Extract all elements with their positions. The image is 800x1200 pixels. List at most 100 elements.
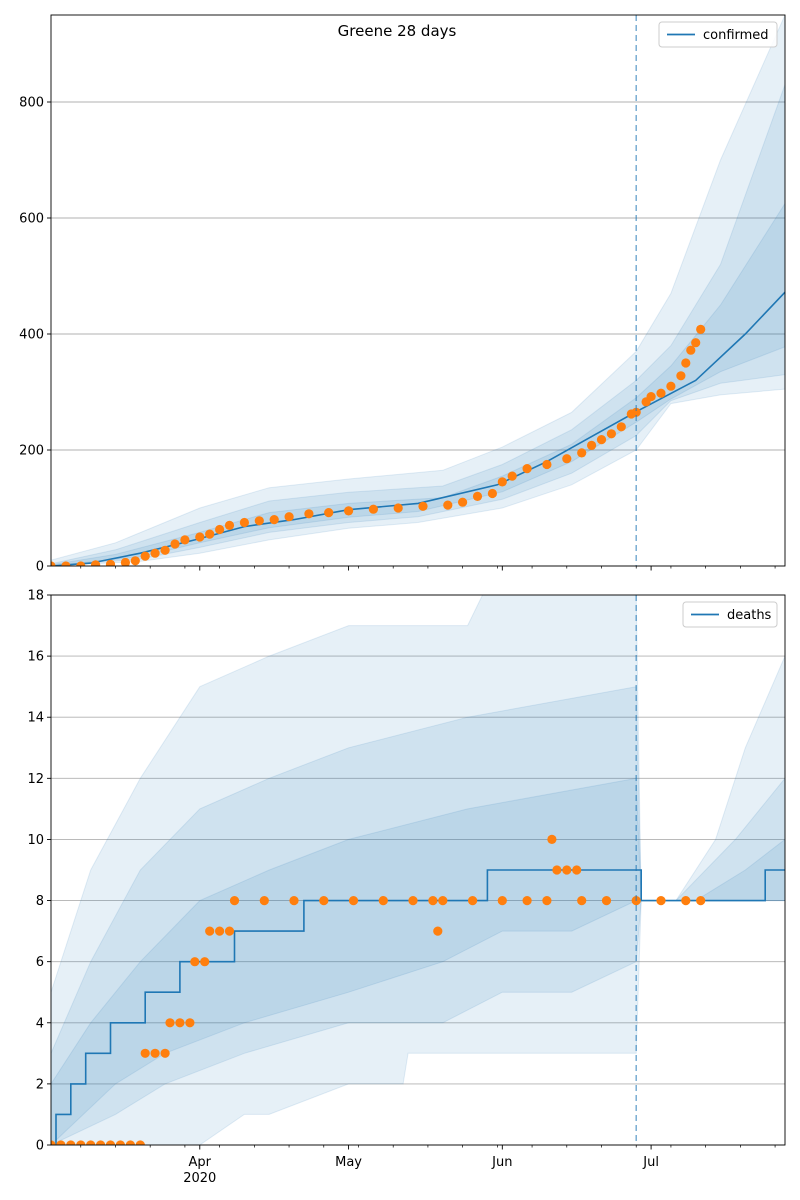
plot-area bbox=[51, 15, 785, 566]
observed-point-33 bbox=[542, 459, 552, 470]
observed-point-8 bbox=[150, 548, 160, 558]
observed-point-13 bbox=[165, 1018, 175, 1028]
observed-point-46 bbox=[676, 371, 686, 381]
legend-label-confirmed: confirmed bbox=[703, 28, 769, 43]
observed-point-6 bbox=[105, 1140, 116, 1145]
observed-point-0 bbox=[51, 1140, 56, 1145]
observed-point-43 bbox=[681, 896, 691, 906]
observed-point-24 bbox=[319, 896, 329, 906]
observed-point-41 bbox=[631, 407, 641, 417]
observed-point-37 bbox=[596, 435, 607, 445]
ytick-label-1: 200 bbox=[19, 444, 44, 459]
observed-point-7 bbox=[140, 551, 150, 561]
observed-point-48 bbox=[686, 345, 696, 355]
uncertainty-band-0 bbox=[51, 15, 785, 566]
observed-point-23 bbox=[368, 504, 378, 514]
observed-point-16 bbox=[239, 517, 249, 528]
observed-point-9 bbox=[160, 545, 170, 555]
observed-point-26 bbox=[378, 896, 388, 906]
observed-point-10 bbox=[140, 1048, 150, 1058]
observed-point-14 bbox=[215, 524, 225, 535]
observed-point-10 bbox=[170, 539, 180, 549]
observed-point-19 bbox=[284, 512, 294, 522]
observed-point-2 bbox=[76, 561, 86, 566]
ytick-label-9: 18 bbox=[27, 589, 44, 604]
confirmed-line bbox=[51, 291, 785, 566]
observed-point-5 bbox=[96, 1140, 106, 1145]
ytick-label-0: 0 bbox=[36, 560, 44, 575]
observed-point-37 bbox=[562, 865, 572, 875]
ytick-label-2: 400 bbox=[19, 328, 44, 343]
observed-point-36 bbox=[587, 440, 597, 450]
observed-point-1 bbox=[61, 561, 71, 566]
observed-point-42 bbox=[656, 896, 666, 906]
observed-point-38 bbox=[572, 865, 582, 875]
legend-label-deaths: deaths bbox=[727, 608, 772, 623]
observed-point-0 bbox=[51, 561, 56, 566]
observed-point-1 bbox=[56, 1140, 66, 1145]
observed-point-27 bbox=[408, 896, 418, 906]
ytick-label-2: 4 bbox=[36, 1016, 44, 1031]
observed-point-44 bbox=[656, 388, 666, 398]
observed-point-3 bbox=[76, 1140, 86, 1145]
xtick-label-3: Jul bbox=[642, 1155, 659, 1170]
observed-point-38 bbox=[606, 429, 617, 439]
plot-area bbox=[51, 595, 785, 1145]
observed-point-26 bbox=[443, 500, 453, 510]
observed-point-29 bbox=[487, 488, 497, 499]
uncertainty-band-2 bbox=[51, 202, 785, 566]
observed-point-6 bbox=[130, 556, 140, 566]
observed-point-18 bbox=[205, 926, 215, 936]
observed-point-50 bbox=[696, 324, 706, 334]
observed-point-21 bbox=[324, 507, 334, 518]
observed-point-3 bbox=[91, 560, 101, 566]
observed-point-25 bbox=[348, 896, 359, 906]
axes-frame bbox=[50, 14, 786, 567]
observed-point-11 bbox=[150, 1048, 160, 1058]
observed-point-32 bbox=[497, 896, 507, 906]
observed-point-2 bbox=[66, 1140, 76, 1145]
legend-box bbox=[682, 601, 778, 628]
observed-point-20 bbox=[304, 509, 314, 519]
ytick-label-6: 12 bbox=[27, 772, 44, 787]
observed-point-47 bbox=[681, 358, 691, 368]
observed-point-33 bbox=[522, 896, 532, 906]
observed-point-8 bbox=[125, 1140, 135, 1145]
ytick-label-3: 6 bbox=[36, 955, 44, 970]
observed-point-17 bbox=[254, 516, 264, 526]
deaths-line bbox=[51, 869, 785, 1145]
ytick-label-0: 0 bbox=[36, 1139, 44, 1154]
uncertainty-band-1 bbox=[51, 686, 785, 1145]
observed-point-32 bbox=[522, 464, 532, 474]
ytick-label-8: 16 bbox=[27, 650, 44, 665]
axes-frame bbox=[50, 594, 786, 1146]
observed-point-31 bbox=[468, 896, 478, 906]
observed-point-15 bbox=[224, 520, 235, 531]
observed-point-23 bbox=[289, 896, 299, 906]
observed-point-28 bbox=[428, 896, 438, 906]
observed-point-11 bbox=[180, 535, 190, 545]
observed-point-12 bbox=[195, 532, 205, 542]
observed-point-43 bbox=[646, 392, 656, 402]
observed-point-21 bbox=[229, 896, 240, 906]
observed-point-13 bbox=[205, 529, 215, 539]
ytick-label-4: 800 bbox=[19, 96, 44, 111]
observed-point-44 bbox=[696, 896, 706, 906]
observed-point-36 bbox=[552, 865, 562, 875]
observed-point-29 bbox=[433, 926, 443, 936]
observed-point-39 bbox=[577, 896, 587, 906]
observed-point-39 bbox=[616, 422, 626, 432]
observed-point-14 bbox=[175, 1018, 185, 1028]
observed-point-9 bbox=[135, 1140, 145, 1145]
observed-point-7 bbox=[115, 1140, 125, 1145]
legend-box bbox=[658, 21, 778, 48]
ytick-label-5: 10 bbox=[27, 833, 44, 848]
xtick-label-2: Jun bbox=[491, 1155, 512, 1170]
xtick-sublabel-0: 2020 bbox=[183, 1171, 216, 1186]
confirmed-panel: 0 200 400 600 800 Greene 28 days confirmed bbox=[19, 14, 786, 575]
observed-point-15 bbox=[185, 1018, 195, 1028]
observed-point-12 bbox=[160, 1048, 170, 1058]
observed-point-34 bbox=[542, 896, 552, 906]
